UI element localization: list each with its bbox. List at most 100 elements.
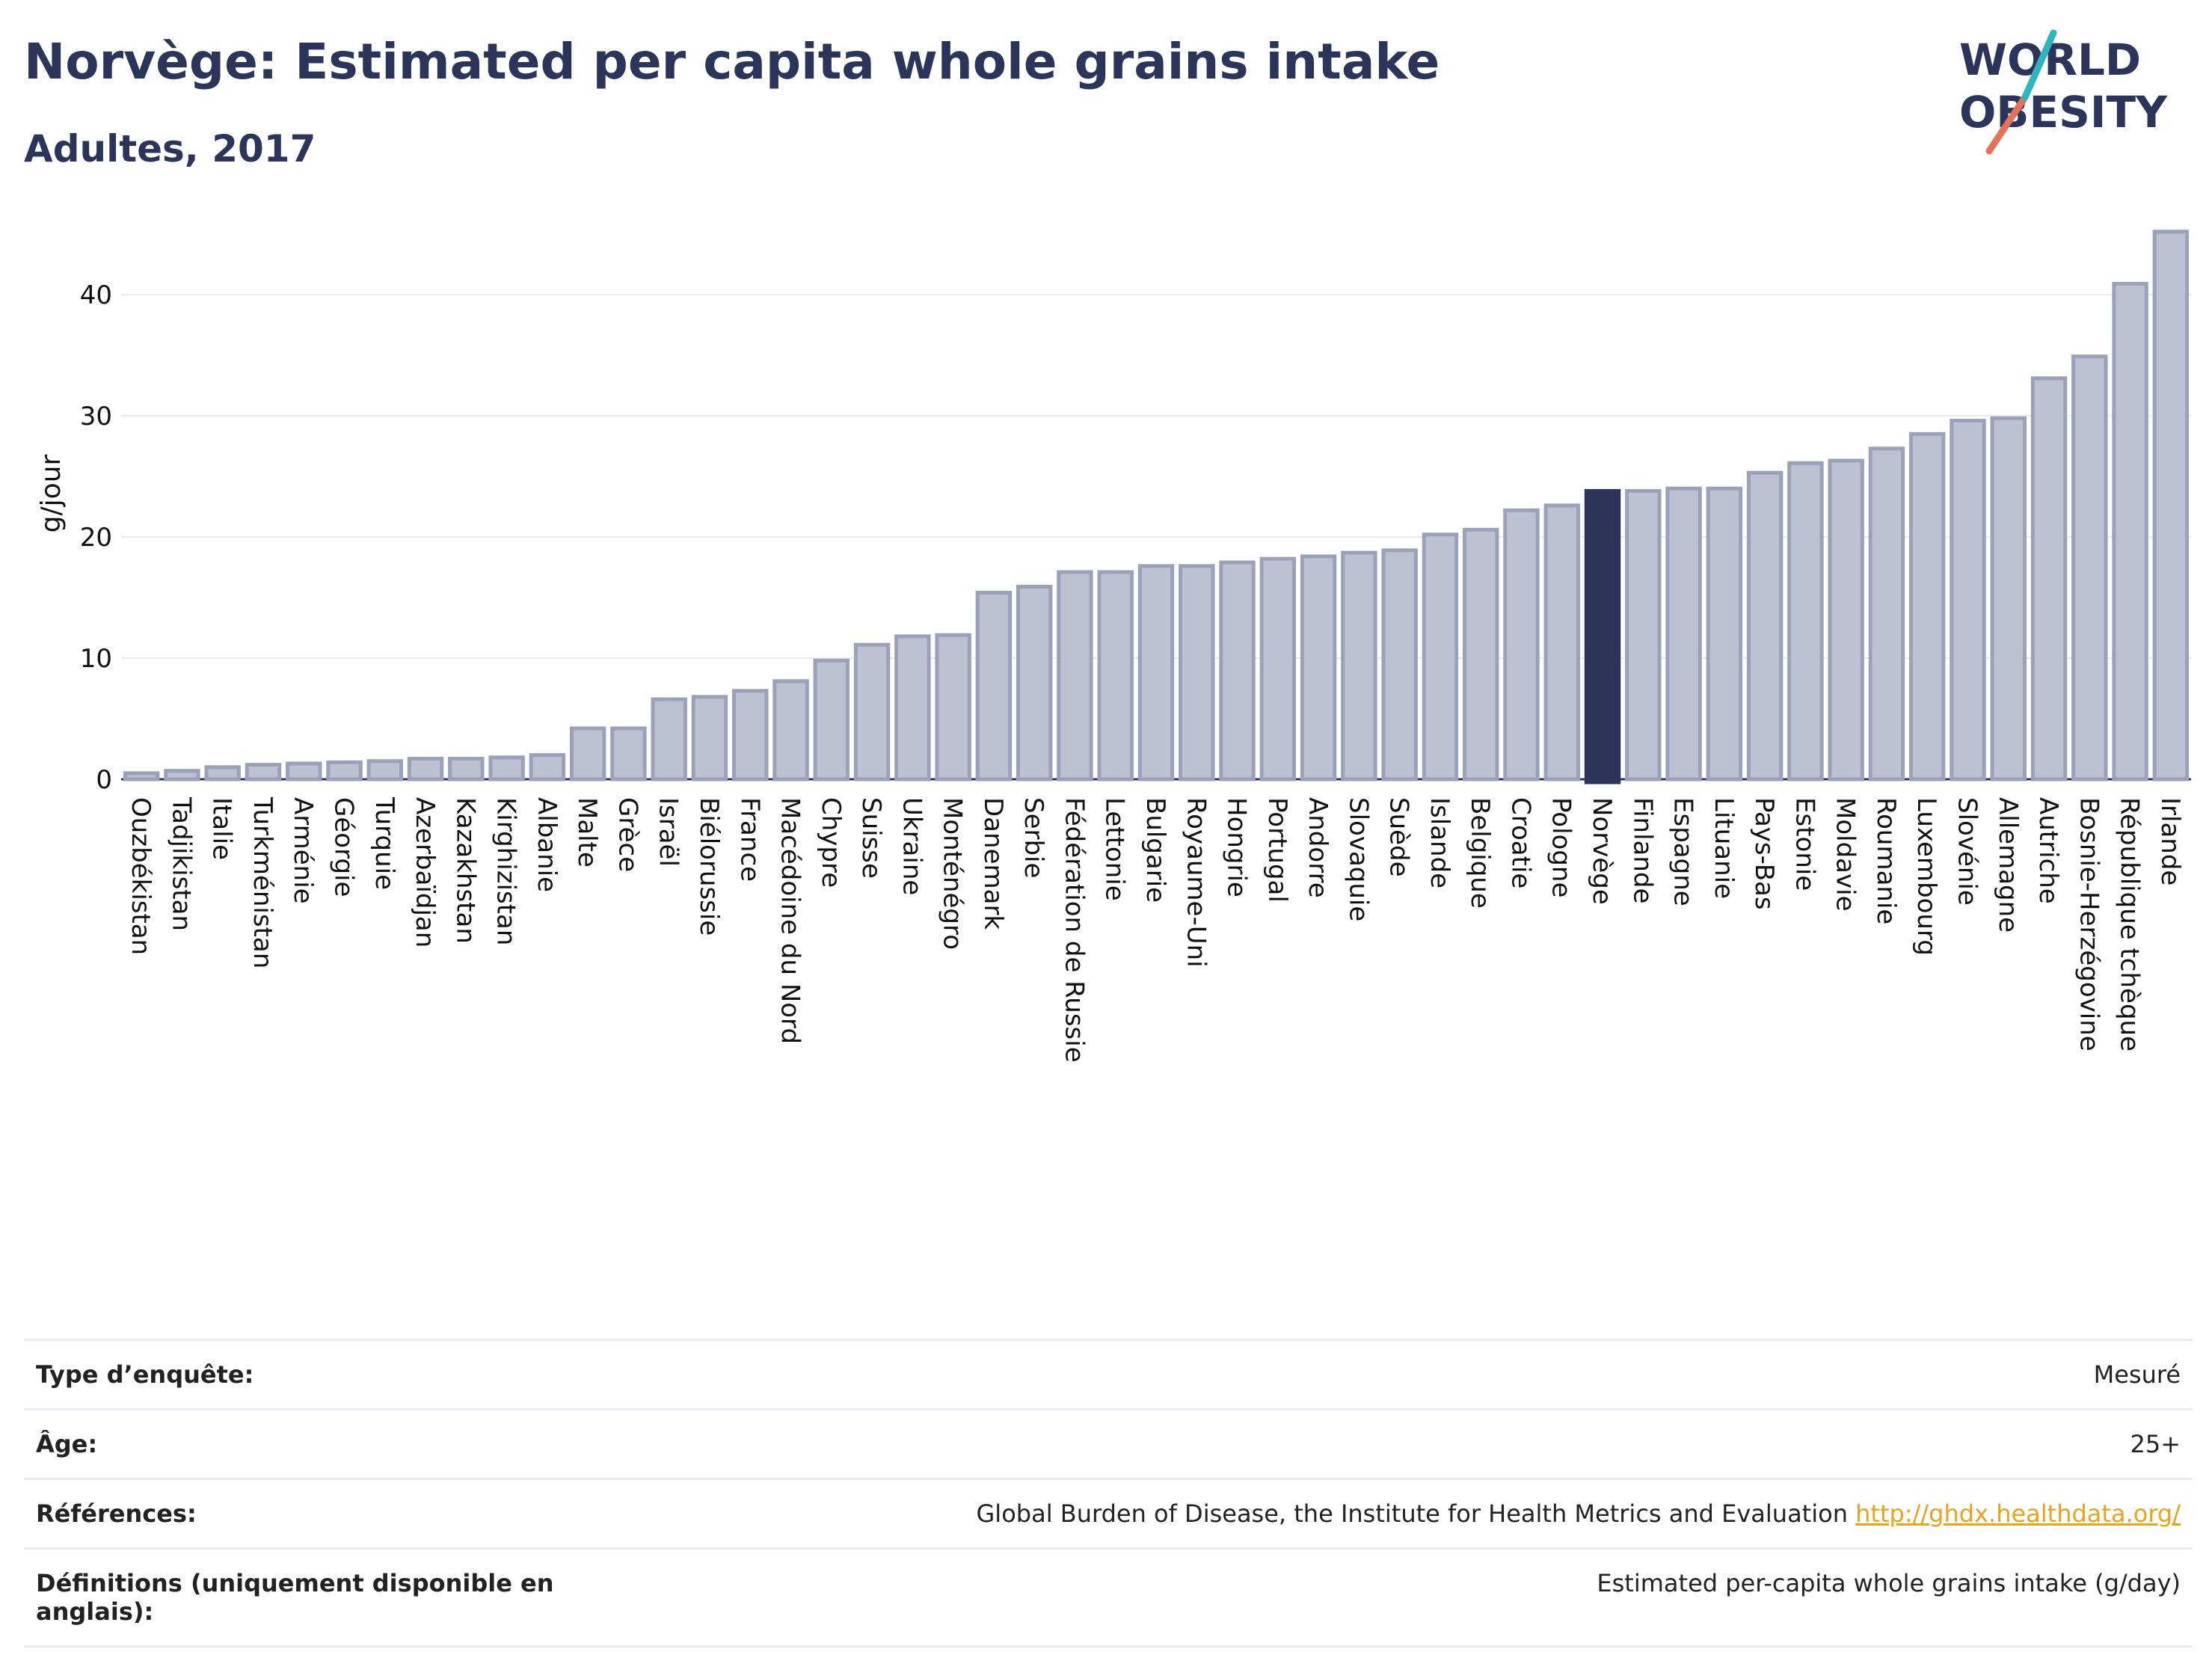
x-tick-label-Pologne: Pologne — [1546, 797, 1576, 897]
info-row-survey-type: Type d’enquête: Mesuré — [24, 1339, 2193, 1410]
x-tick-label-Lituanie: Lituanie — [1709, 797, 1739, 899]
x-tick-label-Bosnie-Herzégovine: Bosnie-Herzégovine — [2074, 797, 2104, 1051]
x-tick-label-Luxembourg: Luxembourg — [1911, 797, 1941, 956]
x-tick-label-Macédoine du Nord: Macédoine du Nord — [775, 797, 805, 1044]
x-tick-label-Suède: Suède — [1384, 797, 1414, 877]
bar-Suède — [1381, 548, 1418, 782]
bar-France — [732, 689, 769, 782]
bar-Turkménistan — [245, 763, 282, 782]
bar-Islande — [1422, 532, 1459, 782]
bar-Pologne — [1543, 503, 1580, 782]
bar-Malte — [569, 726, 606, 782]
bar-Monténégro — [935, 633, 971, 782]
info-label: Âge: — [36, 1430, 98, 1458]
world-obesity-logo: WORLD OBESITY — [1959, 29, 2168, 155]
bar-Finlande — [1625, 488, 1662, 782]
bar-Estonie — [1787, 461, 1824, 782]
bar-Slovaquie — [1341, 550, 1377, 782]
bar-Kirghizistan — [488, 755, 525, 782]
bar-Luxembourg — [1909, 432, 1946, 782]
info-value: Mesuré — [2093, 1360, 2181, 1389]
x-tick-label-Arménie: Arménie — [288, 797, 318, 904]
bar-Portugal — [1259, 556, 1297, 782]
x-tick-label-Chypre: Chypre — [816, 797, 846, 888]
bar-Bosnie-Herzégovine — [2071, 354, 2108, 782]
info-label: Type d’enquête: — [36, 1360, 254, 1389]
bar-Géorgie — [326, 760, 363, 782]
bar-Autriche — [2030, 376, 2068, 782]
info-table: Type d’enquête: Mesuré Âge: 25+ Référenc… — [24, 1339, 2193, 1648]
x-tick-label-Portugal: Portugal — [1262, 797, 1292, 903]
x-tick-label-Andorre: Andorre — [1303, 797, 1333, 898]
bar-chart: 0 10 20 30 40 Ouzbékistan Tadjikistan Italie Tu… — [36, 230, 2191, 1063]
x-tick-label-Hongrie: Hongrie — [1222, 797, 1252, 897]
logo-slash-teal — [2021, 29, 2057, 101]
y-tick-label-0: 0 — [96, 765, 112, 795]
bar-Croatie — [1503, 508, 1540, 782]
x-tick-label-République tchèque: République tchèque — [2115, 797, 2145, 1051]
bar-Pays-Bas — [1746, 470, 1784, 782]
x-tick-label-Turquie: Turquie — [369, 796, 399, 890]
x-tick-label-Slovaquie: Slovaquie — [1343, 797, 1373, 921]
bar-Macédoine du Nord — [772, 679, 809, 782]
logo-slash-red — [1985, 93, 2029, 155]
info-label: Définitions (uniquement disponible en an… — [36, 1569, 554, 1626]
x-tick-label-Albanie: Albanie — [532, 797, 562, 892]
bar-Andorre — [1300, 554, 1337, 782]
y-tick-label-2: 20 — [80, 523, 112, 553]
x-tick-label-Italie: Italie — [207, 797, 237, 860]
x-tick-label-France: France — [734, 797, 764, 882]
bar-Allemagne — [1990, 416, 2027, 782]
bar-Fédération de Russie — [1057, 570, 1093, 782]
bar-Bulgarie — [1137, 564, 1175, 782]
info-value: Global Burden of Disease, the Institute … — [586, 1479, 2193, 1549]
x-tick-label-Serbie: Serbie — [1019, 797, 1048, 878]
bar-Danemark — [975, 591, 1013, 782]
bar-Ukraine — [894, 634, 931, 782]
bar-Serbie — [1016, 584, 1053, 782]
x-tick-label-Ouzbékistan: Ouzbékistan — [126, 797, 156, 955]
x-tick-label-Fédération de Russie: Fédération de Russie — [1059, 797, 1089, 1063]
info-value: 25+ — [2130, 1430, 2181, 1458]
x-tick-label-Islande: Islande — [1425, 797, 1454, 888]
info-row-age: Âge: 25+ — [24, 1409, 2193, 1479]
bar-Slovénie — [1950, 418, 1986, 782]
x-tick-label-Kirghizistan: Kirghizistan — [491, 797, 521, 945]
x-tick-labels: Ouzbékistan Tadjikistan Italie Turkménistan… — [126, 796, 2185, 1063]
bar-Lettonie — [1097, 570, 1134, 782]
info-row-references: Références: Global Burden of Disease, th… — [24, 1479, 2193, 1549]
bars — [123, 230, 2190, 784]
bar-Grèce — [610, 726, 647, 782]
x-tick-label-Tadjikistan: Tadjikistan — [166, 796, 196, 931]
x-tick-label-Estonie: Estonie — [1789, 797, 1819, 891]
x-tick-label-Monténégro: Monténégro — [938, 797, 968, 950]
bar-Azerbaïdjan — [407, 756, 444, 782]
x-tick-label-Espagne: Espagne — [1668, 797, 1698, 906]
bar-Espagne — [1665, 486, 1702, 782]
bar-Biélorussie — [691, 695, 728, 782]
y-tick-label-3: 30 — [80, 402, 112, 432]
x-tick-label-Norvège: Norvège — [1587, 797, 1617, 905]
bar-Lituanie — [1706, 486, 1743, 782]
info-value: Estimated per-capita whole grains intake… — [1597, 1569, 2181, 1597]
bar-Norvège — [1584, 488, 1621, 784]
chart-title: Norvège: Estimated per capita whole grai… — [24, 33, 1440, 90]
logo-word-2: OBESITY — [1959, 87, 2168, 138]
x-tick-label-Bulgarie: Bulgarie — [1140, 797, 1170, 903]
x-tick-label-Pays-Bas: Pays-Bas — [1749, 797, 1779, 910]
x-tick-label-Royaume-Uni: Royaume-Uni — [1181, 797, 1211, 968]
x-tick-label-Géorgie: Géorgie — [329, 797, 359, 897]
y-axis-label: g/jour — [36, 454, 67, 532]
x-tick-label-Allemagne: Allemagne — [1993, 797, 2023, 933]
bar-Turquie — [366, 759, 403, 782]
x-tick-label-Grèce: Grèce — [612, 797, 642, 872]
bar-Hongrie — [1219, 560, 1256, 782]
bar-Chypre — [813, 658, 850, 782]
bar-Royaume-Uni — [1179, 564, 1215, 782]
bar-Irlande — [2152, 230, 2190, 782]
bar-Moldavie — [1828, 458, 1864, 782]
bar-Kazakhstan — [448, 756, 485, 782]
x-tick-label-Moldavie: Moldavie — [1831, 797, 1861, 912]
reference-link[interactable]: http://ghdx.healthdata.org/ — [1855, 1499, 2181, 1528]
x-tick-label-Biélorussie: Biélorussie — [694, 797, 724, 936]
